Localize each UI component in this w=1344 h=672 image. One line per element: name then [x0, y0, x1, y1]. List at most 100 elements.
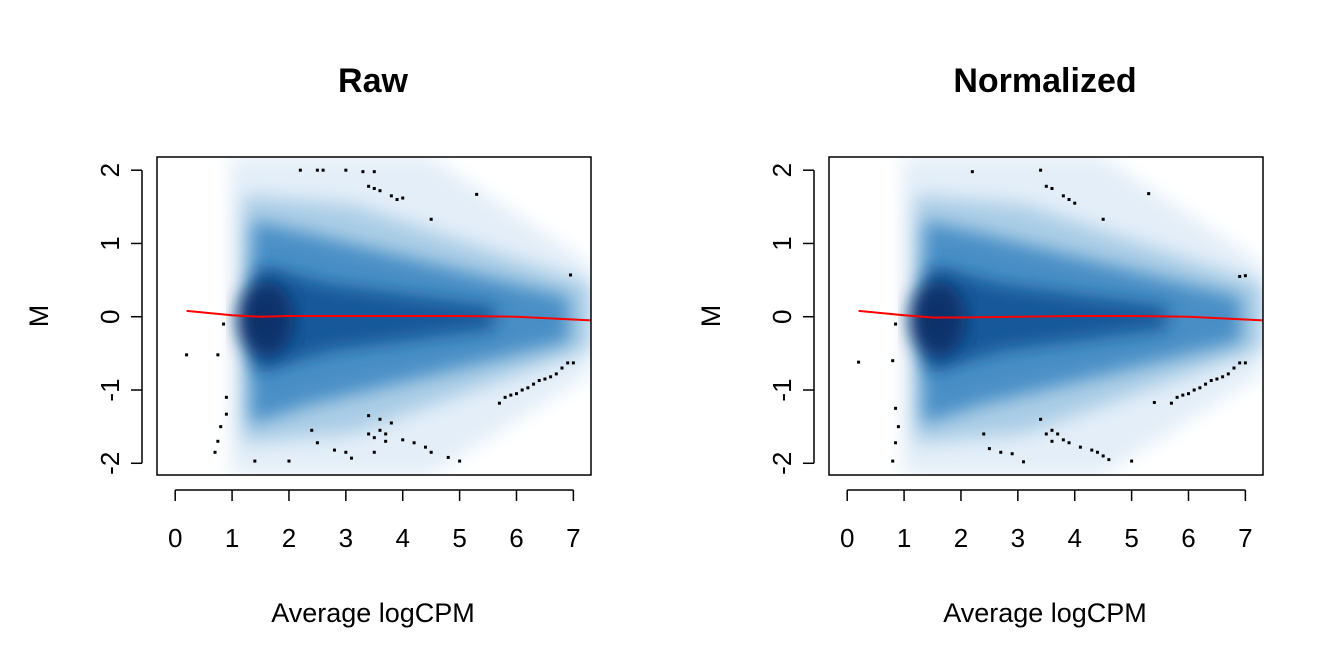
plot-frame	[156, 156, 592, 476]
outlier-point	[185, 353, 189, 357]
outlier-point	[1010, 452, 1014, 456]
x-tick-label: 6	[1181, 523, 1195, 553]
outlier-point	[332, 448, 336, 452]
outlier-point	[1078, 445, 1082, 449]
outlier-point	[423, 445, 427, 449]
outlier-point	[315, 168, 319, 172]
outlier-point	[429, 217, 433, 221]
outlier-point	[987, 447, 991, 451]
y-tick-label: -2	[767, 452, 797, 475]
outlier-point	[1107, 458, 1111, 462]
outlier-point	[857, 360, 861, 364]
chart-title: Raw	[338, 62, 408, 100]
outlier-point	[503, 395, 507, 399]
outlier-point	[497, 401, 501, 405]
outlier-point	[1243, 361, 1247, 365]
outlier-point	[310, 428, 314, 432]
outlier-point	[429, 450, 433, 454]
outlier-point	[982, 432, 986, 436]
outlier-point	[1175, 395, 1179, 399]
outlier-point	[1221, 375, 1225, 379]
y-axis-label: M	[696, 305, 726, 328]
outlier-point	[395, 197, 399, 201]
y-tick-label: 2	[95, 163, 125, 177]
outlier-point	[1067, 441, 1071, 445]
x-tick-label: 2	[954, 523, 968, 553]
outlier-point	[549, 375, 553, 379]
x-tick-label: 3	[339, 523, 353, 553]
outlier-point	[219, 425, 223, 429]
x-tick-label: 0	[168, 523, 182, 553]
outlier-point	[1022, 460, 1026, 464]
outlier-point	[1090, 448, 1094, 452]
outlier-point	[367, 432, 371, 436]
outlier-point	[1215, 377, 1219, 381]
density-core	[237, 281, 294, 358]
outlier-point	[412, 441, 416, 445]
outlier-point	[344, 450, 348, 454]
outlier-point	[1073, 201, 1077, 205]
outlier-point	[458, 459, 462, 463]
outlier-point	[1044, 432, 1048, 436]
outlier-point	[361, 170, 365, 174]
x-tick-label: 4	[395, 523, 409, 553]
outlier-point	[1061, 438, 1065, 442]
outlier-point	[321, 168, 325, 172]
x-tick-label: 2	[282, 523, 296, 553]
trend-line	[858, 309, 1263, 322]
x-tick-label: 0	[840, 523, 854, 553]
outlier-point	[526, 386, 530, 390]
outlier-point	[446, 455, 450, 459]
outlier-point	[401, 438, 405, 442]
outlier-point	[389, 421, 393, 425]
outlier-point	[1039, 168, 1043, 172]
outlier-point	[344, 168, 348, 172]
outlier-point	[1101, 454, 1105, 458]
y-tick-label: -1	[95, 378, 125, 401]
outlier-point	[569, 273, 573, 277]
outlier-point	[1050, 439, 1054, 443]
outlier-point	[514, 392, 518, 396]
outlier-point	[1061, 194, 1065, 198]
outlier-point	[372, 436, 376, 440]
x-tick-label: 7	[1238, 523, 1252, 553]
density-dark	[926, 265, 1168, 374]
outlier-point	[389, 194, 393, 198]
outlier-point	[1095, 450, 1099, 454]
outlier-point	[1243, 274, 1247, 278]
outlier-point	[891, 459, 895, 463]
outlier-point	[1050, 428, 1054, 432]
plot-frame	[828, 156, 1264, 476]
outlier-point	[1226, 372, 1230, 376]
outlier-point	[571, 361, 575, 365]
outlier-point	[532, 382, 536, 386]
outlier-point	[560, 366, 564, 370]
outlier-point	[891, 359, 895, 363]
outlier-point	[224, 412, 228, 416]
y-tick-label: 1	[95, 236, 125, 250]
y-tick-label: -2	[95, 452, 125, 475]
outlier-point	[896, 425, 900, 429]
outlier-point	[216, 439, 220, 443]
outlier-point	[1101, 217, 1105, 221]
outlier-point	[253, 459, 257, 463]
trend-line	[186, 309, 591, 322]
outlier-point	[1198, 386, 1202, 390]
outlier-point	[1130, 459, 1134, 463]
density-dark	[254, 265, 496, 374]
outlier-point	[1067, 197, 1071, 201]
outlier-point	[315, 441, 319, 445]
outlier-point	[384, 432, 388, 436]
outlier-point	[520, 388, 524, 392]
y-tick-label: 0	[95, 309, 125, 323]
outlier-point	[372, 170, 376, 174]
outlier-point	[378, 417, 382, 421]
outlier-point	[224, 395, 228, 399]
outlier-point	[298, 168, 302, 172]
plot-area	[185, 157, 591, 475]
outlier-point	[350, 456, 354, 460]
outlier-point	[1147, 192, 1151, 196]
outlier-point	[554, 372, 558, 376]
outlier-point	[384, 439, 388, 443]
